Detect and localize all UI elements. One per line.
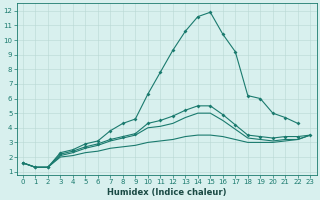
X-axis label: Humidex (Indice chaleur): Humidex (Indice chaleur) [107, 188, 226, 197]
